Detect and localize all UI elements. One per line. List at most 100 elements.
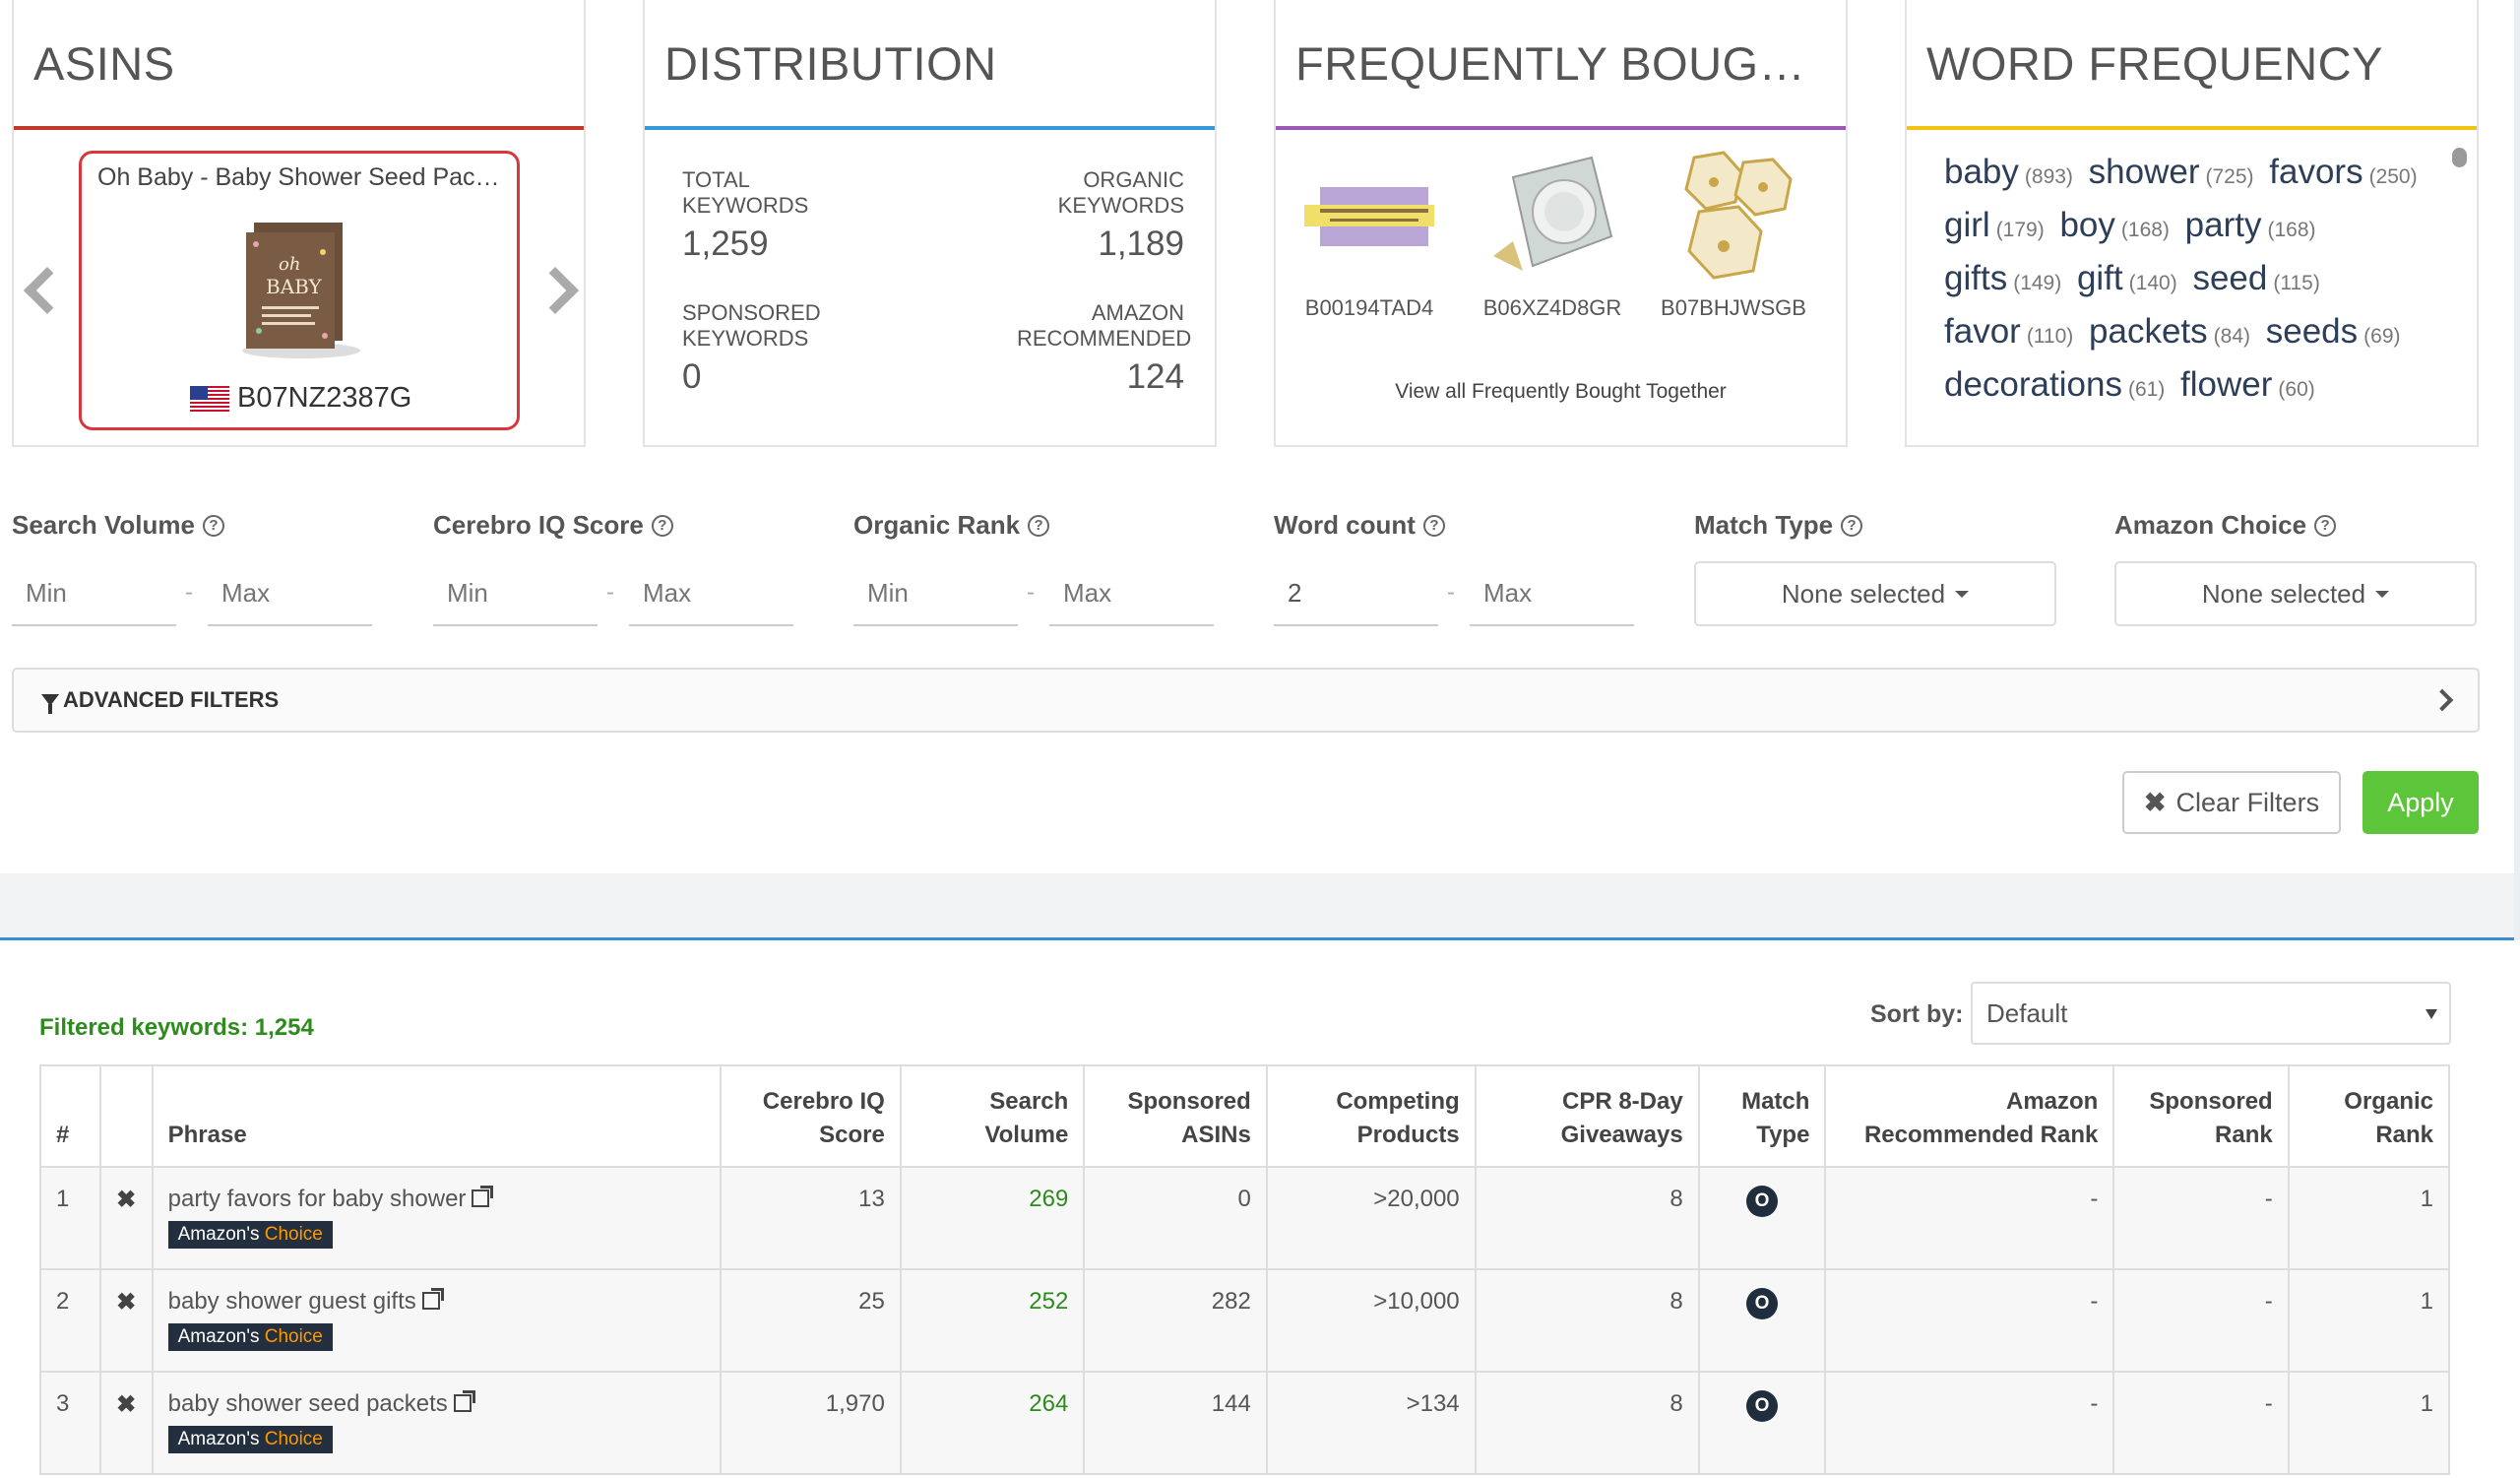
svg-text:BABY: BABY: [266, 275, 322, 298]
cerebro-iq-min-input[interactable]: [433, 561, 598, 626]
asin-item[interactable]: Oh Baby - Baby Shower Seed Pack... oh BA…: [79, 151, 520, 430]
search-volume-cell[interactable]: 252: [899, 1268, 1086, 1373]
match-type-cell: O: [1697, 1268, 1827, 1373]
fb-product-image: [1304, 187, 1434, 246]
fb-product-2[interactable]: B06XZ4D8GR: [1469, 148, 1636, 321]
chevron-right-icon[interactable]: [531, 261, 580, 320]
word-term[interactable]: girl: [1944, 206, 1990, 244]
col-phrase[interactable]: Phrase: [151, 1064, 723, 1168]
asins-card: ASINS Oh Baby - Baby Shower Seed Pack...…: [12, 0, 586, 447]
range-dash: -: [185, 579, 193, 606]
organic-rank-min-input[interactable]: [853, 561, 1018, 626]
asins-card-header: ASINS: [14, 0, 584, 130]
word-term[interactable]: party: [2184, 206, 2262, 244]
question-icon[interactable]: ?: [202, 514, 224, 537]
word-term[interactable]: gift: [2076, 259, 2123, 297]
chevron-right-icon: [2430, 688, 2454, 712]
match-type-dropdown[interactable]: None selected: [1694, 561, 2056, 626]
col-sponsored-rank[interactable]: Sponsored Rank: [2112, 1064, 2290, 1168]
remove-keyword-button[interactable]: ✖: [98, 1166, 154, 1270]
frequently-bought-title: FREQUENTLY BOUGHT TOGETHER: [1295, 36, 1827, 90]
apply-button[interactable]: Apply: [2362, 771, 2479, 834]
question-icon[interactable]: ?: [1841, 514, 1863, 537]
word-term[interactable]: packets: [2089, 312, 2208, 351]
total-keywords-label: TOTAL KEYWORDS: [682, 167, 809, 218]
word-count: (110): [2026, 325, 2074, 348]
question-icon[interactable]: ?: [651, 514, 673, 537]
word-term[interactable]: favor: [1944, 312, 2021, 351]
match-type-badge: O: [1746, 1390, 1779, 1422]
row-number: 1: [39, 1166, 101, 1270]
remove-keyword-button[interactable]: ✖: [98, 1268, 154, 1373]
advanced-filters-toggle[interactable]: ADVANCED FILTERS: [12, 668, 2480, 733]
question-icon[interactable]: ?: [2314, 514, 2337, 537]
fb-product-3[interactable]: B07BHJWSGB: [1650, 148, 1817, 321]
sponsored-keywords-stat: SPONSORED KEYWORDS 0: [682, 300, 928, 397]
amazon-choice-label: Amazon Choice?: [2114, 510, 2508, 541]
asins-card-title: ASINS: [33, 36, 175, 90]
col-competing-products[interactable]: Competing Products: [1265, 1064, 1477, 1168]
word-count: (140): [2128, 272, 2177, 294]
word-count-min-input[interactable]: [1274, 561, 1438, 626]
external-link-icon[interactable]: [453, 1390, 475, 1412]
fb-product-image: [1684, 151, 1793, 280]
page-scrollbar-track[interactable]: [2514, 0, 2520, 940]
search-volume-max-input[interactable]: [208, 561, 372, 626]
col-sponsored-asins[interactable]: Sponsored ASINs: [1083, 1064, 1268, 1168]
amazon-choice-dropdown[interactable]: None selected: [2114, 561, 2477, 626]
fb-product-1[interactable]: B00194TAD4: [1286, 148, 1453, 321]
col-amazon-recommended-rank[interactable]: Amazon Recommended Rank: [1824, 1064, 2115, 1168]
col-match-type[interactable]: Match Type: [1697, 1064, 1827, 1168]
distribution-card-header: DISTRIBUTION: [645, 0, 1215, 130]
word-frequency-scrollbar[interactable]: [2452, 148, 2467, 167]
cerebro-iq-filter: Cerebro IQ Score? -: [433, 510, 827, 626]
fb-product-asin: B00194TAD4: [1304, 295, 1434, 320]
phrase-link[interactable]: baby shower guest gifts: [167, 1288, 416, 1315]
match-type-badge: O: [1746, 1186, 1779, 1217]
match-type-cell: O: [1697, 1371, 1827, 1475]
chevron-left-icon[interactable]: [23, 261, 72, 320]
sort-by-select[interactable]: Default: [1971, 982, 2451, 1045]
remove-keyword-button[interactable]: ✖: [98, 1371, 154, 1475]
phrase-link[interactable]: party favors for baby shower: [167, 1186, 467, 1212]
row-number: 3: [39, 1371, 101, 1475]
competing-products-cell: >20,000: [1265, 1166, 1477, 1270]
us-flag-icon: [190, 385, 229, 412]
amazons-choice-badge: Amazon's Choice: [167, 1426, 333, 1453]
organic-rank-max-input[interactable]: [1049, 561, 1214, 626]
sponsored-rank-cell: -: [2112, 1268, 2290, 1373]
organic-rank-cell: 1: [2287, 1371, 2451, 1475]
word-term[interactable]: flower: [2180, 365, 2273, 404]
col-cpr-giveaways[interactable]: CPR 8-Day Giveaways: [1474, 1064, 1700, 1168]
funnel-icon: [41, 694, 59, 714]
search-volume-cell[interactable]: 269: [899, 1166, 1086, 1270]
word-term[interactable]: favors: [2269, 153, 2363, 191]
col-number[interactable]: #: [39, 1064, 101, 1168]
col-organic-rank[interactable]: Organic Rank: [2287, 1064, 2451, 1168]
word-term[interactable]: decorations: [1944, 365, 2122, 404]
external-link-icon[interactable]: [472, 1186, 494, 1207]
word-term[interactable]: gifts: [1944, 259, 2008, 297]
search-volume-min-input[interactable]: [12, 561, 176, 626]
view-all-fbt-link[interactable]: View all Frequently Bought Together: [1395, 380, 1727, 403]
word-count-max-input[interactable]: [1470, 561, 1634, 626]
question-icon[interactable]: ?: [1028, 514, 1050, 537]
word-term[interactable]: seeds: [2265, 312, 2359, 351]
phrase-link[interactable]: baby shower seed packets: [167, 1390, 448, 1417]
word-term[interactable]: shower: [2088, 153, 2200, 191]
organic-rank-cell: 1: [2287, 1268, 2451, 1373]
external-link-icon[interactable]: [421, 1288, 444, 1310]
col-cerebro-iq[interactable]: Cerebro IQ Score: [720, 1064, 902, 1168]
word-term[interactable]: boy: [2059, 206, 2115, 244]
word-term[interactable]: seed: [2192, 259, 2268, 297]
word-term[interactable]: baby: [1944, 153, 2019, 191]
col-search-volume[interactable]: Search Volume: [899, 1064, 1086, 1168]
clear-filters-button[interactable]: ✖ Clear Filters: [2122, 771, 2341, 834]
search-volume-cell[interactable]: 264: [899, 1371, 1086, 1475]
cerebro-iq-max-input[interactable]: [629, 561, 793, 626]
row-number: 2: [39, 1268, 101, 1373]
question-icon[interactable]: ?: [1422, 514, 1445, 537]
close-icon: ✖: [2143, 787, 2167, 817]
fb-product-asin: B06XZ4D8GR: [1482, 295, 1622, 320]
word-count: (69): [2363, 325, 2401, 348]
